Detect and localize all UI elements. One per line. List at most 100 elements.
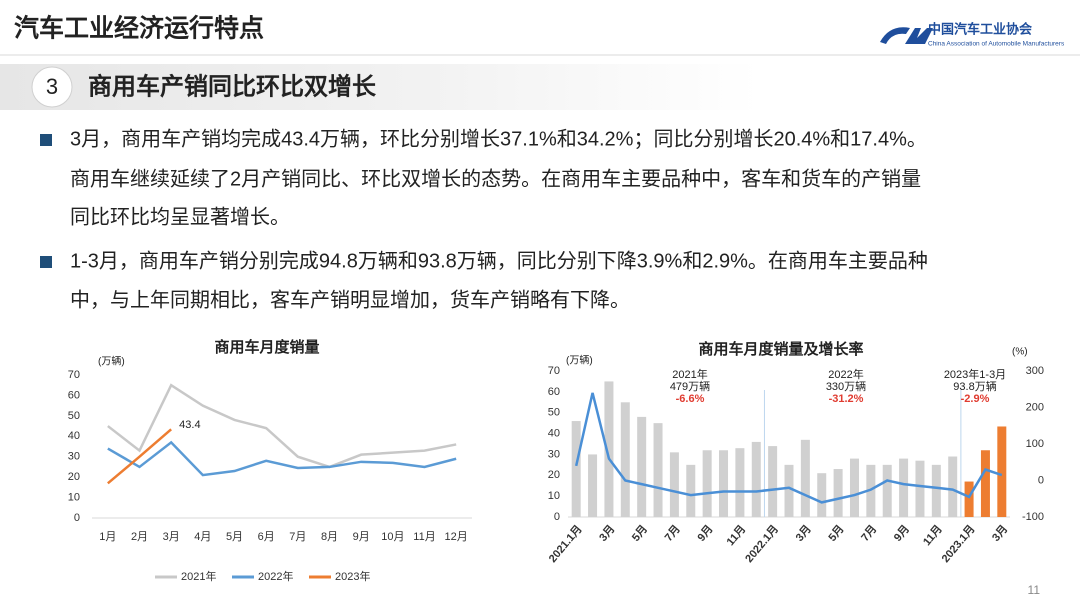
- bar: [915, 460, 925, 517]
- x-tick-label: 3月: [989, 522, 1010, 543]
- y-tick-label: 70: [548, 365, 560, 377]
- page-number: 11: [1028, 583, 1041, 597]
- y2-tick-label: 200: [1026, 401, 1044, 413]
- chart-sales-growth: 商用车月度销量及增长率 (万辆) (%) 0 10 20 30 40 50 60 70 -100 0 10…: [546, 340, 1044, 565]
- y-tick-label: 70: [68, 369, 80, 381]
- bar: [571, 421, 581, 517]
- y-tick-label: 40: [68, 430, 80, 442]
- chart-title: 商用车月度销量: [214, 338, 319, 356]
- annotation-text: 330万辆: [826, 379, 866, 393]
- x-tick-label: 7月: [858, 522, 879, 543]
- bar: [980, 450, 990, 517]
- bullet-text: 商用车继续延续了2月产销同比、环比双增长的态势。在商用车主要品种中，客车和货车的…: [70, 167, 921, 190]
- y-tick-label: 60: [548, 386, 560, 398]
- y-tick-label: 50: [548, 407, 560, 419]
- bar: [817, 473, 827, 517]
- line: [574, 392, 1003, 504]
- chart-title: 商用车月度销量及增长率: [698, 340, 863, 358]
- section-number: 3: [46, 74, 58, 99]
- section-badge: [31, 66, 73, 108]
- bar: [702, 450, 712, 517]
- logo-text-en: China Association of Automobile Manufact…: [928, 41, 1065, 48]
- y-tick-label: 20: [68, 471, 80, 483]
- logo-text: 中国汽车工业协会: [928, 21, 1033, 36]
- x-tick-label: 5月: [826, 522, 847, 543]
- x-tick-label: 11月: [724, 522, 749, 548]
- x-tick-label: 9月: [353, 531, 370, 543]
- data-label: 43.4: [179, 419, 200, 431]
- x-tick-label: 3月: [793, 522, 814, 543]
- line: [107, 383, 457, 469]
- bar: [751, 441, 761, 517]
- x-tick-label: 3月: [163, 531, 180, 543]
- legend-label: 2022年: [258, 569, 293, 583]
- y-tick-label: 0: [74, 512, 80, 524]
- bar: [588, 454, 598, 517]
- chart-monthly-sales: 商用车月度销量 (万辆) 0 10 20 30 40 50 60 70 1月 2月 3月 4月 5月 6月 7月…: [68, 338, 472, 583]
- y-tick-label: 10: [548, 490, 560, 502]
- x-tick-label: 7月: [662, 522, 683, 543]
- legend-label: 2021年: [181, 569, 216, 583]
- y2-tick-label: -100: [1022, 511, 1044, 523]
- section-title: 商用车产销同比环比双增长: [88, 72, 377, 100]
- bullet-text: 同比环比均呈显著增长。: [70, 205, 290, 228]
- line: [107, 428, 172, 485]
- x-tick-label: 3月: [596, 522, 617, 543]
- bullet-marker: [40, 134, 52, 146]
- bar: [931, 464, 941, 517]
- x-tick-label: 7月: [289, 531, 306, 543]
- x-tick-label: 11月: [920, 522, 945, 548]
- legend-label: 2023年: [335, 569, 370, 583]
- y-axis-label: (万辆): [98, 355, 125, 368]
- bar: [948, 456, 958, 517]
- x-tick-label: 10月: [381, 531, 404, 543]
- annotation-text: 93.8万辆: [953, 379, 996, 393]
- bar: [964, 481, 974, 517]
- x-tick-label: 6月: [258, 531, 275, 543]
- annotation-change: -31.2%: [829, 393, 864, 405]
- bar: [899, 458, 909, 517]
- y-axis-label: (万辆): [566, 354, 593, 367]
- x-tick-label: 2021.1月: [546, 522, 585, 565]
- annotation-change: -6.6%: [676, 393, 705, 405]
- x-tick-label: 2023.1月: [939, 522, 978, 565]
- y-tick-label: 10: [68, 491, 80, 503]
- y2-axis-label: (%): [1012, 347, 1028, 358]
- x-tick-label: 5月: [629, 522, 650, 543]
- y-tick-label: 50: [68, 410, 80, 422]
- bar: [653, 423, 663, 517]
- y-tick-label: 40: [548, 427, 560, 439]
- x-tick-label: 12月: [445, 531, 468, 543]
- y-tick-label: 20: [548, 469, 560, 481]
- annotation-change: -2.9%: [961, 393, 990, 405]
- line: [107, 440, 457, 477]
- header-title: 汽车工业经济运行特点: [14, 14, 264, 43]
- annotation-text: 2022年: [828, 367, 863, 381]
- x-tick-label: 5月: [226, 531, 243, 543]
- x-tick-label: 1月: [99, 531, 116, 543]
- x-tick-label: 9月: [695, 522, 716, 543]
- bullets: 3月，商用车产销均完成43.4万辆，环比分别增长37.1%和34.2%；同比分别…: [40, 127, 928, 311]
- x-tick-label: 9月: [891, 522, 912, 543]
- y2-tick-label: 300: [1026, 365, 1044, 377]
- y-tick-label: 60: [68, 389, 80, 401]
- bar: [849, 458, 859, 517]
- bar: [669, 452, 679, 517]
- annotation-text: 2021年: [672, 367, 707, 381]
- annotation-text: 479万辆: [670, 379, 710, 393]
- bar: [686, 464, 696, 517]
- x-tick-label: 11月: [413, 531, 435, 543]
- annotation-text: 2023年1-3月: [944, 367, 1006, 381]
- y-tick-label: 30: [68, 451, 80, 463]
- section-band: [0, 64, 760, 110]
- bar: [604, 381, 614, 517]
- bar: [620, 402, 630, 517]
- x-tick-label: 2022.1月: [742, 522, 781, 565]
- y2-tick-label: 100: [1026, 438, 1044, 450]
- bar: [833, 469, 843, 517]
- bar: [719, 450, 729, 517]
- bar: [800, 439, 810, 517]
- x-tick-label: 4月: [194, 531, 211, 543]
- bullet-text: 中，与上年同期相比，客车产销明显增加，货车产销略有下降。: [70, 288, 630, 311]
- logo-icon: [880, 27, 933, 44]
